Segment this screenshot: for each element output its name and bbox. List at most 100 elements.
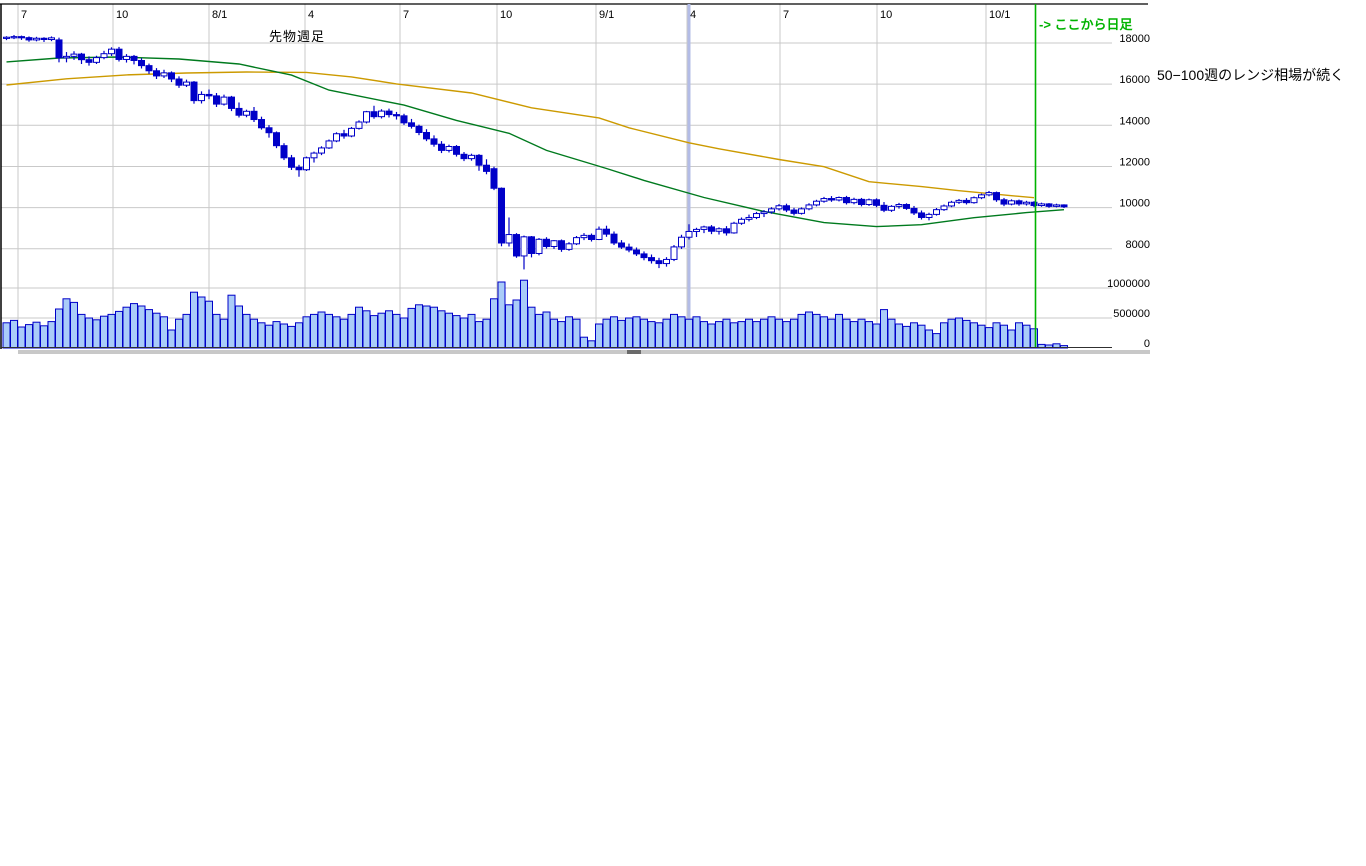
candle-down [648, 257, 655, 262]
candle-down [588, 234, 595, 240]
candle-down [918, 212, 925, 218]
candle-up [955, 199, 963, 203]
volume-bar [812, 313, 821, 349]
candle-up [888, 205, 895, 211]
candle-down [385, 110, 393, 116]
candle-up [123, 55, 130, 60]
volume-bar [962, 319, 971, 349]
volume-bar [977, 324, 986, 349]
volume-bar [430, 306, 438, 349]
candle-up [565, 243, 573, 250]
volume-bar [685, 318, 693, 349]
candle-down [858, 198, 865, 206]
x-tick-label: 8/1 [212, 9, 227, 21]
volume-bar [910, 322, 918, 349]
volume-bar [415, 304, 423, 349]
candle-up [813, 200, 820, 206]
candle-down [910, 207, 918, 214]
candle-up [3, 36, 10, 39]
volume-bar [340, 318, 348, 349]
candle-down [610, 233, 618, 244]
x-tick-label: 7 [783, 9, 789, 21]
volume-bar [422, 305, 431, 349]
candle-up [768, 208, 775, 213]
candle-up [730, 222, 738, 234]
volume-bar [212, 313, 221, 349]
price-tick-label: 18000 [1119, 33, 1150, 45]
candle-down [25, 37, 33, 41]
candle-down [18, 36, 25, 39]
scroll-track [18, 350, 1150, 354]
volume-bar [880, 309, 888, 349]
volume-bar [10, 319, 18, 349]
candle-down [1030, 201, 1038, 207]
volume-bar [587, 340, 596, 349]
volume-bar [842, 318, 851, 349]
volume-bar [550, 318, 558, 349]
candle-up [10, 36, 18, 39]
volume-bar [332, 316, 341, 349]
volume-bar [362, 310, 371, 349]
volume-bar [482, 318, 491, 349]
volume-bar [302, 316, 311, 349]
candle-up [835, 197, 843, 201]
volume-bar [602, 318, 611, 349]
volume-bar [77, 313, 86, 349]
candle-down [475, 154, 483, 166]
volume-bar [745, 318, 753, 349]
volume-bar [467, 313, 476, 349]
volume-bar [460, 317, 468, 349]
candle-up [670, 246, 678, 260]
candle-up [715, 228, 723, 232]
ma-short-line [6, 56, 1065, 228]
candle-down [558, 240, 565, 250]
candle-up [318, 147, 325, 154]
volume-bar [932, 333, 941, 349]
candle-up [948, 201, 955, 207]
candle-down [490, 168, 498, 189]
volume-bar [1022, 324, 1031, 349]
candle-down [250, 110, 258, 121]
candle-down [903, 204, 910, 209]
x-tick-label: 7 [21, 9, 27, 21]
candle-down [513, 234, 520, 257]
volume-bar [512, 299, 521, 349]
volume-bar [520, 279, 528, 349]
volume-bar [902, 325, 911, 349]
volume-bar [760, 318, 768, 349]
volume-bar [175, 318, 183, 349]
volume-bar [100, 315, 108, 349]
candle-up [1023, 201, 1030, 205]
volume-bar [25, 324, 33, 349]
volume-bar [565, 316, 573, 349]
chart-canvas: 7 10 8/1 4 7 10 9/1 4 7 10 10/1 18000 16000 14000 1200… [0, 3, 1150, 354]
volume-bar [310, 313, 318, 349]
volume-bar [557, 321, 566, 349]
candle-up [1008, 200, 1015, 205]
candle-down [438, 143, 445, 151]
candle-up [445, 145, 453, 151]
candle-down [265, 127, 273, 134]
volume-bar [130, 303, 138, 349]
volume-bar [62, 298, 71, 349]
volume-bar [505, 304, 513, 349]
volume-bar [992, 322, 1001, 349]
volume-bar [497, 281, 506, 349]
volume-bar [152, 312, 161, 349]
candle-up [978, 194, 985, 199]
volume-bar [17, 326, 26, 349]
volume-bar [115, 310, 123, 349]
candle-up [378, 110, 385, 118]
candle-up [970, 197, 978, 204]
candle-down [790, 209, 798, 214]
candle-up [63, 55, 70, 59]
candle-up [160, 72, 168, 77]
volume-bar [92, 319, 101, 349]
volume-bar [452, 315, 461, 349]
volume-bar [235, 305, 243, 349]
candle-down [288, 157, 295, 168]
volume-bar [625, 317, 633, 349]
volume-bar [205, 300, 213, 349]
volume-bar [970, 322, 978, 349]
candle-up [303, 157, 310, 171]
